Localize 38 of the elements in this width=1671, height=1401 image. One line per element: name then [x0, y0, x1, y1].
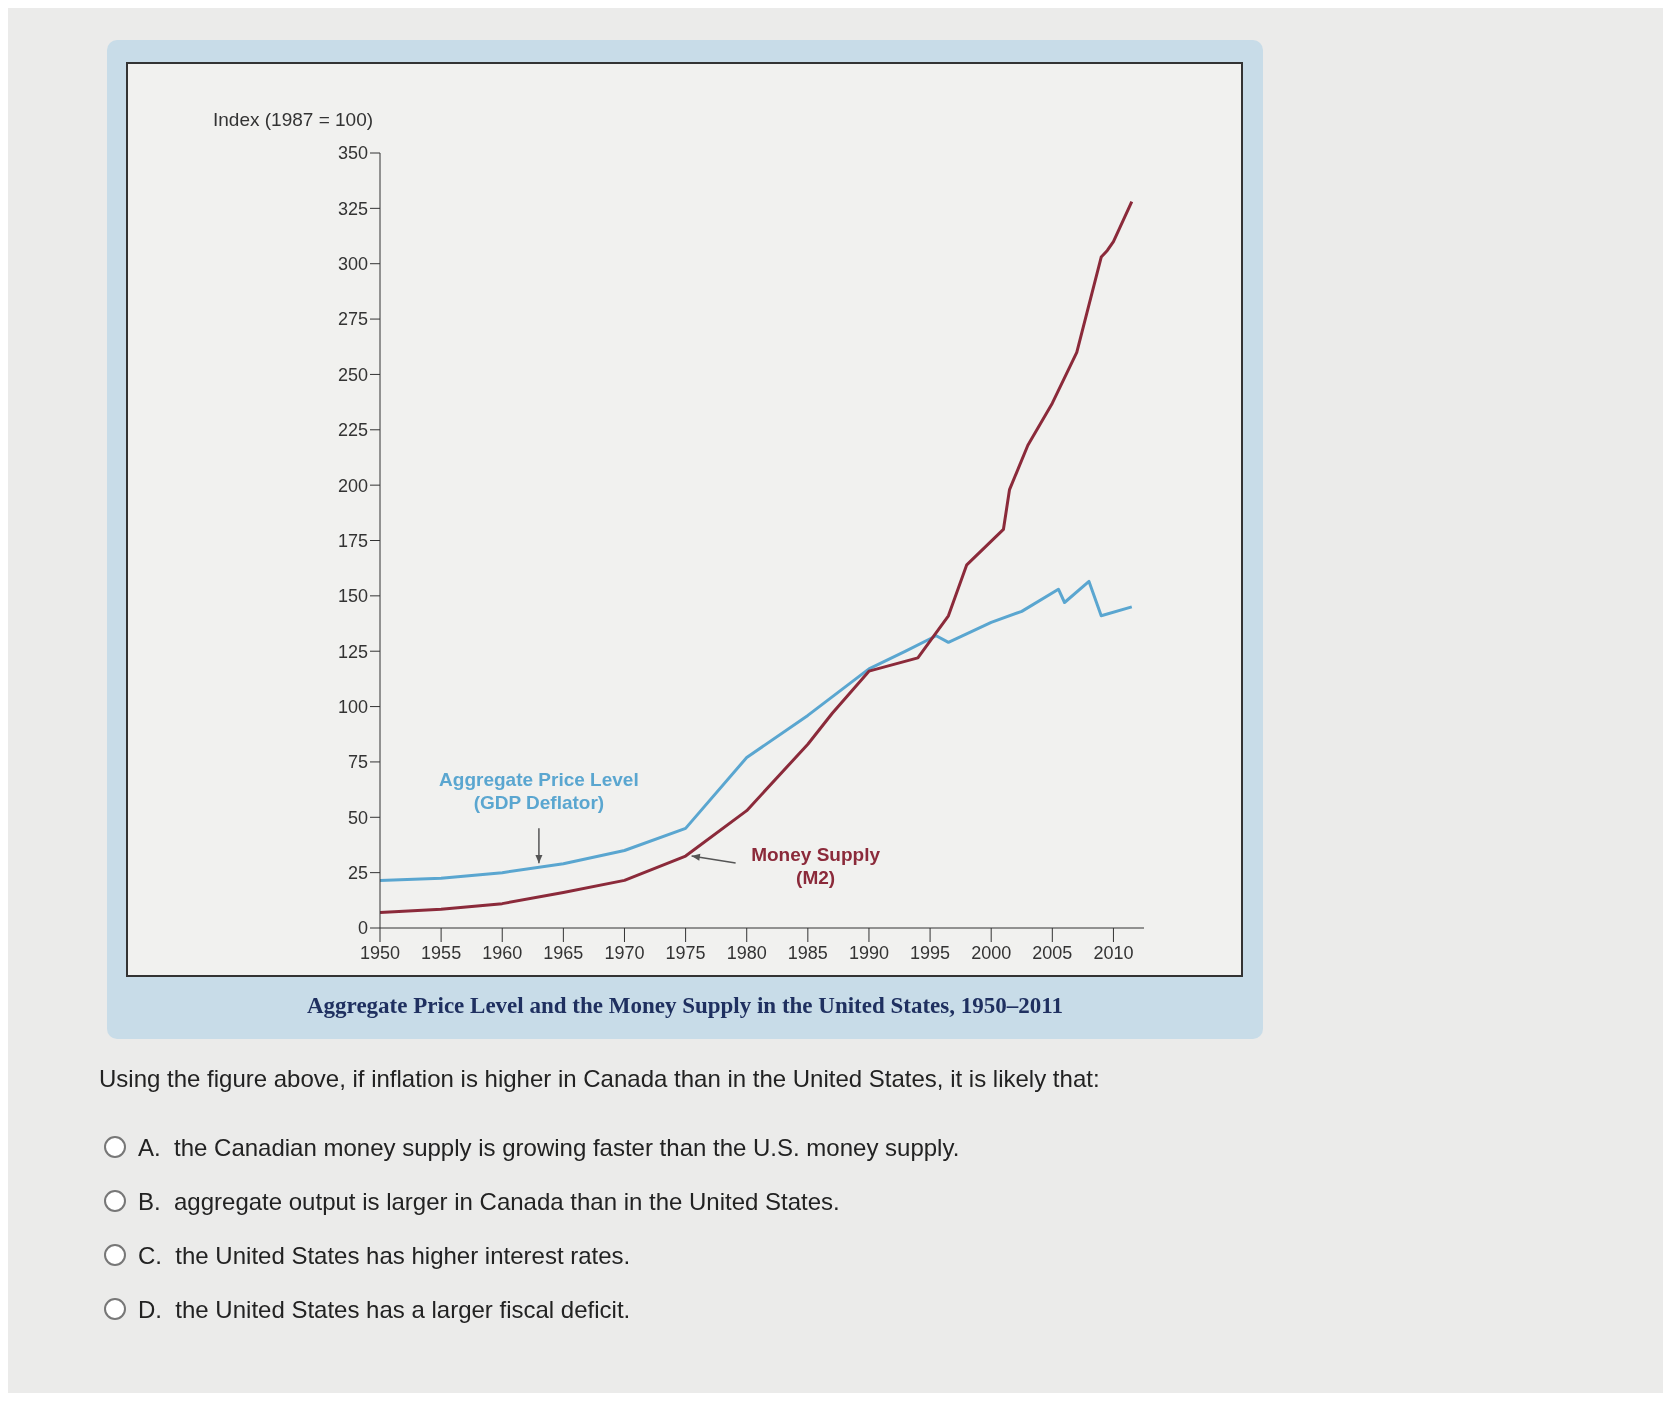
x-tick-label: 1955 [421, 942, 462, 963]
text: Aggregate Price Level and the Money Supply in the United States, 1950–2011 [306, 993, 1064, 1019]
x-tick-label: 1985 [787, 942, 828, 963]
x-tick-label: 2000 [971, 942, 1012, 963]
line-series [380, 200, 1134, 914]
x-tick-label: 1975 [665, 942, 706, 963]
y-tick-label: 75 [347, 752, 368, 773]
x-tick-label: 1950 [359, 942, 401, 963]
y-tick-label: 350 [337, 143, 368, 164]
y-tick-label: 0 [357, 918, 368, 939]
y-tick-label: 25 [347, 863, 368, 884]
y-tick-label: 300 [337, 254, 368, 275]
text: Using the figure above, if inflation is higher in Canada than in the United States, it is likely that: [99, 1065, 1100, 1092]
text: C. the United States has higher interest rates. [138, 1242, 631, 1269]
y-tick-label: 200 [337, 475, 368, 496]
text: A. the Canadian money supply is growing faster than the U.S. money supply. [138, 1134, 960, 1161]
y-axis-title: Index (1987 = 100) [213, 109, 374, 131]
annotation: Aggregate Price Level (GDP Deflator) [439, 769, 639, 814]
text: B. aggregate output is larger in Canada than in the United States. [138, 1188, 840, 1215]
y-tick-label: 250 [337, 364, 368, 385]
x-tick-label: 1980 [726, 942, 767, 963]
x-tick-label: 1960 [482, 942, 523, 963]
y-tick-label: 125 [337, 641, 368, 662]
x-tick-label: 2010 [1093, 942, 1134, 963]
y-tick-label: 275 [337, 309, 368, 330]
text: D. the United States has a larger fiscal deficit. [138, 1296, 631, 1323]
x-tick-label: 2005 [1032, 942, 1073, 963]
x-tick-label: 1970 [604, 942, 645, 963]
y-tick-label: 50 [347, 807, 368, 828]
x-tick-label: 1995 [910, 942, 951, 963]
annotation: Money Supply (M2) [751, 843, 881, 888]
y-tick-label: 100 [337, 696, 368, 717]
y-tick-label: 150 [337, 586, 368, 607]
x-tick-label: 1965 [543, 942, 584, 963]
y-tick-label: 325 [337, 198, 368, 219]
y-tick-label: 175 [337, 530, 368, 551]
y-tick-label: 225 [337, 420, 368, 441]
x-tick-label: 1990 [848, 942, 889, 963]
